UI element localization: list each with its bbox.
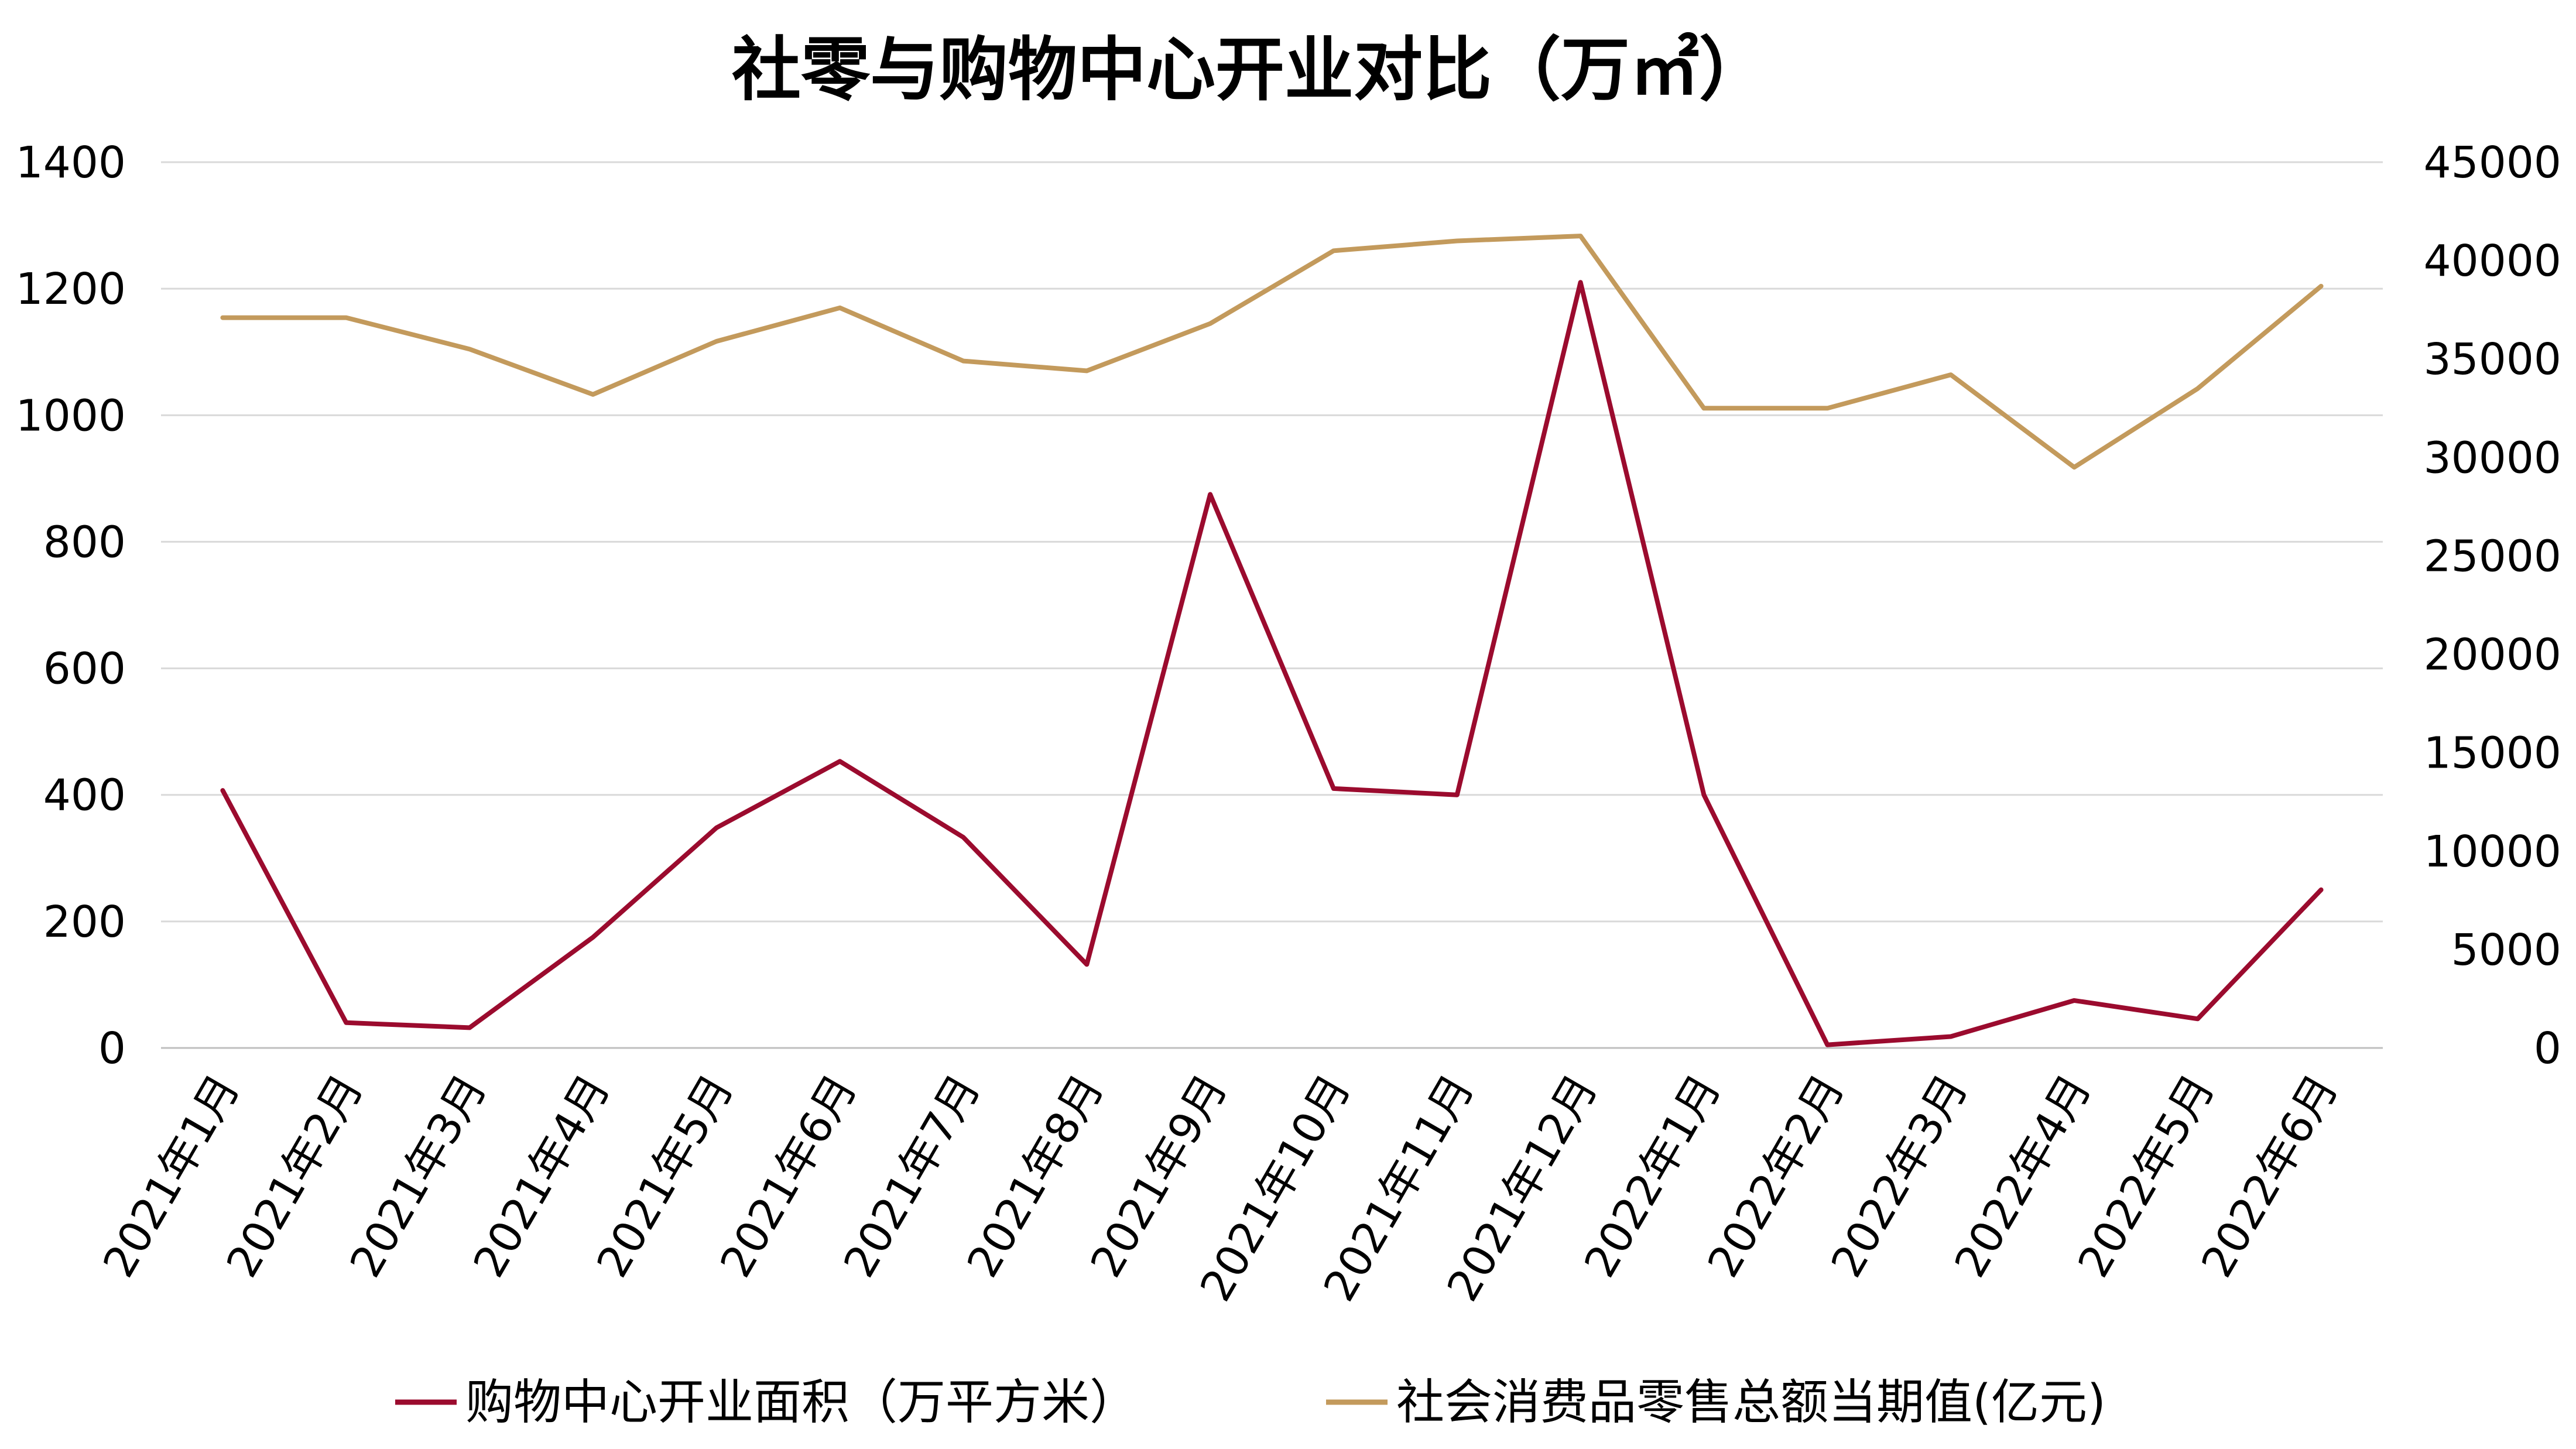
data-point-series-1: [1331, 786, 1335, 790]
data-point-series-1: [1578, 280, 1582, 285]
legend-label-1: 购物中心开业面积（万平方米）: [465, 1375, 1138, 1430]
x-axis: 2021年1月2021年2月2021年3月2021年4月2021年5月2021年…: [94, 1047, 2383, 1310]
data-point-series-1: [961, 835, 965, 840]
left-tick-label: 800: [43, 517, 126, 567]
left-y-axis: 0 200 400 600 800 1000 1200 1400: [16, 138, 126, 1074]
data-point-series-1: [1825, 1043, 1830, 1047]
series-line-1: [220, 280, 2324, 1047]
data-point-series-1: [2072, 998, 2076, 1002]
data-point-series-1: [2195, 1017, 2200, 1021]
left-tick-label: 200: [43, 897, 126, 947]
right-tick-label: 5000: [2451, 925, 2561, 975]
data-point-series-1: [838, 759, 842, 763]
chart-title: 社零与购物中心开业对比（万㎡）: [732, 29, 1768, 110]
data-point-series-2: [1455, 239, 1459, 243]
data-point-series-2: [714, 339, 718, 343]
data-point-series-2: [591, 392, 595, 396]
gridlines: [161, 161, 2383, 1049]
left-tick-label: 1000: [16, 390, 126, 441]
right-tick-label: 45000: [2424, 138, 2561, 188]
left-tick-label: 1200: [16, 264, 126, 314]
right-tick-label: 10000: [2424, 827, 2561, 877]
data-point-series-2: [2319, 284, 2323, 288]
data-point-series-2: [1208, 321, 1212, 326]
data-point-series-2: [1702, 406, 1706, 410]
data-point-series-2: [2195, 386, 2200, 390]
left-tick-label: 0: [98, 1023, 126, 1074]
data-point-series-2: [961, 359, 965, 363]
data-point-series-1: [2319, 888, 2323, 892]
data-point-series-2: [221, 316, 225, 320]
right-tick-label: 20000: [2424, 630, 2561, 680]
right-tick-label: 40000: [2424, 236, 2561, 286]
right-tick-label: 0: [2534, 1023, 2561, 1074]
data-point-series-2: [1578, 234, 1582, 238]
data-point-series-2: [2072, 465, 2076, 470]
data-point-series-2: [838, 306, 842, 310]
data-point-series-2: [344, 316, 348, 320]
right-tick-label: 15000: [2424, 728, 2561, 779]
right-tick-label: 25000: [2424, 531, 2561, 581]
data-point-series-2: [468, 347, 472, 351]
data-point-series-2: [1949, 373, 1953, 377]
series-line-2: [220, 234, 2324, 470]
left-tick-label: 600: [43, 644, 126, 694]
data-point-series-1: [1455, 793, 1459, 797]
data-point-series-1: [591, 935, 595, 939]
right-tick-label: 30000: [2424, 433, 2561, 483]
data-point-series-1: [1949, 1034, 1953, 1039]
data-point-series-1: [714, 825, 718, 830]
data-point-series-1: [1702, 793, 1706, 797]
data-point-series-2: [1825, 406, 1830, 410]
data-point-series-1: [1085, 962, 1089, 967]
left-tick-label: 1400: [16, 138, 126, 188]
legend: 购物中心开业面积（万平方米） 社会消费品零售总额当期值(亿元): [395, 1375, 2106, 1430]
left-tick-label: 400: [43, 770, 126, 821]
data-point-series-1: [1208, 492, 1212, 496]
data-point-series-1: [468, 1026, 472, 1030]
right-y-axis: 0 5000 10000 15000 20000 25000 30000 35000 40000…: [2424, 138, 2561, 1074]
data-point-series-2: [1331, 249, 1335, 253]
legend-label-2: 社会消费品零售总额当期值(亿元): [1396, 1375, 2106, 1430]
series-layer: [220, 234, 2324, 1047]
right-tick-label: 35000: [2424, 334, 2561, 385]
data-point-series-1: [221, 789, 225, 793]
data-point-series-1: [344, 1020, 348, 1025]
data-point-series-2: [1085, 369, 1089, 373]
